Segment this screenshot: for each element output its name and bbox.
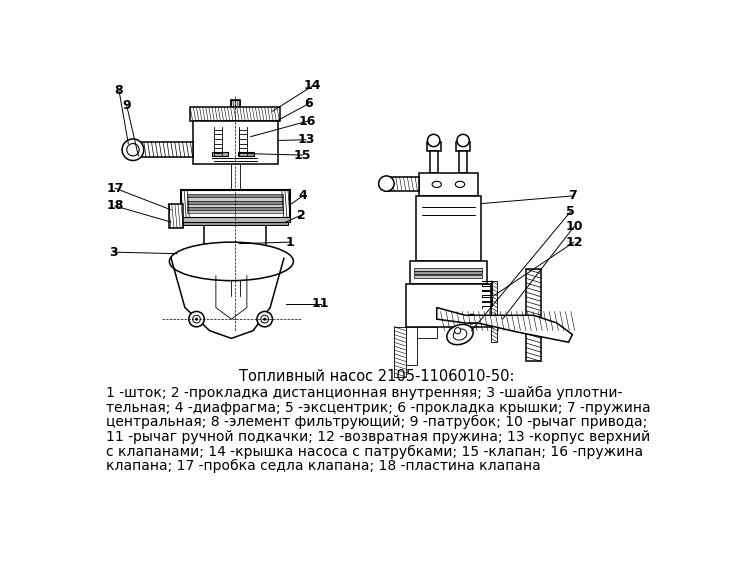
- Text: 8: 8: [115, 84, 123, 97]
- Text: 12: 12: [565, 236, 583, 249]
- Circle shape: [428, 134, 440, 146]
- Bar: [187, 207, 283, 210]
- Bar: [415, 272, 482, 274]
- Bar: [416, 196, 481, 261]
- Circle shape: [379, 176, 394, 191]
- Text: 11 -рычаг ручной подкачки; 12 -возвратная пружина; 13 -корпус верхний: 11 -рычаг ручной подкачки; 12 -возвратна…: [106, 430, 650, 444]
- Ellipse shape: [432, 181, 442, 188]
- Circle shape: [126, 144, 139, 156]
- Bar: [181, 218, 290, 222]
- Text: 6: 6: [304, 97, 313, 110]
- Text: 17: 17: [107, 182, 124, 195]
- Text: 16: 16: [298, 115, 316, 128]
- Ellipse shape: [453, 329, 467, 340]
- Bar: [187, 197, 283, 200]
- Text: 13: 13: [297, 133, 315, 146]
- Text: 15: 15: [294, 149, 312, 162]
- Bar: [187, 204, 283, 207]
- Bar: [190, 107, 280, 121]
- Bar: [415, 276, 482, 278]
- Bar: [526, 269, 542, 362]
- Bar: [394, 327, 406, 377]
- Bar: [406, 285, 491, 327]
- Circle shape: [122, 139, 144, 161]
- Bar: [406, 327, 417, 365]
- Bar: [238, 152, 254, 156]
- Polygon shape: [437, 308, 573, 342]
- Bar: [419, 173, 478, 196]
- Bar: [415, 267, 482, 270]
- Bar: [135, 142, 193, 157]
- Text: центральная; 8 -элемент фильтрующий; 9 -патрубок; 10 -рычаг привода;: центральная; 8 -элемент фильтрующий; 9 -…: [106, 416, 647, 429]
- Text: тельная; 4 -диафрагма; 5 -эксцентрик; 6 -прокладка крышки; 7 -пружина: тельная; 4 -диафрагма; 5 -эксцентрик; 6 …: [106, 401, 650, 415]
- Bar: [491, 281, 497, 342]
- Bar: [193, 121, 278, 164]
- Circle shape: [454, 328, 461, 333]
- Bar: [182, 222, 288, 225]
- Bar: [430, 152, 437, 173]
- Bar: [187, 193, 283, 197]
- Bar: [187, 210, 283, 213]
- Circle shape: [189, 312, 204, 327]
- Ellipse shape: [456, 181, 465, 188]
- Text: 3: 3: [110, 246, 118, 259]
- Circle shape: [264, 318, 266, 320]
- Circle shape: [257, 312, 273, 327]
- Text: 18: 18: [107, 199, 123, 212]
- Text: Топливный насос 2105-1106010-50:: Топливный насос 2105-1106010-50:: [239, 369, 514, 384]
- Bar: [409, 261, 487, 285]
- Text: 11: 11: [312, 297, 329, 310]
- Text: 7: 7: [568, 189, 577, 203]
- Bar: [231, 100, 240, 123]
- Circle shape: [457, 134, 470, 146]
- Bar: [387, 177, 419, 191]
- Ellipse shape: [169, 242, 293, 281]
- Bar: [168, 204, 182, 228]
- Text: 1 -шток; 2 -прокладка дистанционная внутренняя; 3 -шайба уплотни-: 1 -шток; 2 -прокладка дистанционная внут…: [106, 386, 623, 400]
- Bar: [212, 152, 228, 156]
- Text: с клапанами; 14 -крышка насоса с патрубками; 15 -клапан; 16 -пружина: с клапанами; 14 -крышка насоса с патрубк…: [106, 445, 643, 459]
- Text: 5: 5: [567, 205, 576, 218]
- Ellipse shape: [447, 324, 473, 344]
- Circle shape: [467, 315, 476, 324]
- Bar: [406, 327, 437, 339]
- Text: 14: 14: [304, 79, 321, 92]
- Bar: [204, 220, 266, 247]
- Bar: [187, 200, 283, 204]
- Text: 2: 2: [297, 209, 306, 222]
- Text: 1: 1: [285, 236, 294, 249]
- Bar: [427, 142, 440, 152]
- Circle shape: [193, 315, 201, 323]
- Text: 9: 9: [123, 99, 131, 113]
- Text: 4: 4: [298, 189, 307, 203]
- Bar: [181, 190, 290, 220]
- Bar: [459, 152, 467, 173]
- Text: клапана; 17 -пробка седла клапана; 18 -пластина клапана: клапана; 17 -пробка седла клапана; 18 -п…: [106, 459, 540, 474]
- Circle shape: [196, 318, 198, 320]
- Text: 10: 10: [565, 220, 583, 233]
- Circle shape: [261, 315, 268, 323]
- Bar: [456, 142, 470, 152]
